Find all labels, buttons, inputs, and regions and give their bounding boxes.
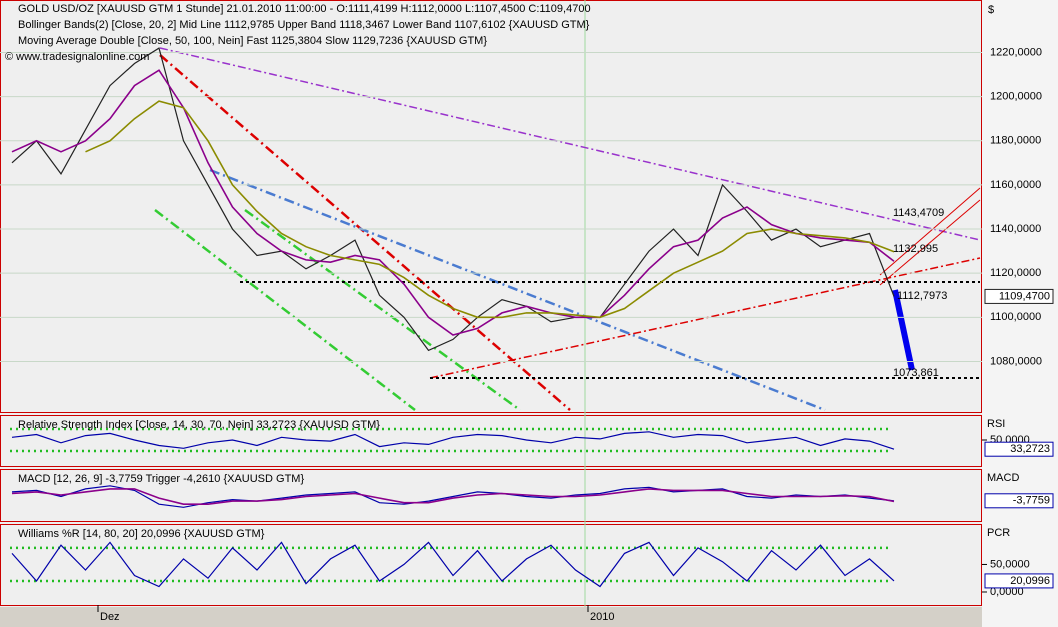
axis-background (982, 0, 1058, 627)
last-value-label: 33,2723 (1010, 443, 1050, 455)
trendline (154, 209, 416, 411)
annotation: 1112,7973 (897, 290, 947, 302)
y-tick-label: 1220,0000 (990, 46, 1042, 58)
pane-title: GOLD USD/OZ [XAUUSD GTM 1 Stunde] 21.01.… (18, 3, 591, 15)
last-value-label: 1109,4700 (999, 290, 1050, 302)
y-tick-label: 1160,0000 (990, 179, 1041, 191)
y-tick-label: 1100,0000 (990, 311, 1041, 323)
trendline (244, 208, 521, 412)
pane-border (0, 415, 982, 467)
pane-title: MACD [12, 26, 9] -3,7759 Trigger -4,2610… (18, 473, 304, 485)
y-tick-label: 1080,0000 (990, 355, 1042, 367)
plot-background (0, 0, 982, 607)
last-value-box (984, 573, 1054, 589)
pane-label: RSI (987, 418, 1005, 430)
series-line (11, 69, 895, 336)
y-tick-label: 1180,0000 (990, 135, 1041, 147)
pane-label: PCR (987, 527, 1010, 539)
pane-border (0, 524, 982, 606)
last-value-label: 20,0996 (1010, 575, 1050, 587)
channel-line (879, 187, 981, 276)
pane-subtitle: Moving Average Double [Close, 50, 100, N… (18, 35, 487, 47)
y-tick-label: 1140,0000 (990, 223, 1041, 235)
pane-border (0, 0, 982, 413)
last-value-label: -3,7759 (1013, 495, 1050, 507)
pane-title: Williams %R [14, 80, 20] 20,0996 {XAUUSD… (18, 528, 265, 540)
last-value-box (984, 493, 1054, 509)
pane-title: Relative Strength Index [Close, 14, 30, … (18, 419, 380, 431)
projection-arrow (892, 289, 915, 371)
annotation: 1073,861 (893, 367, 939, 379)
series-line (11, 541, 895, 588)
y-tick-label: 1200,0000 (990, 91, 1042, 103)
trendline (159, 47, 981, 241)
y-tick-label: 1120,0000 (990, 267, 1041, 279)
x-tick-label: Dez (100, 611, 120, 623)
annotation: 1132,995 (893, 243, 938, 255)
series-line (11, 431, 895, 450)
series-line (11, 488, 895, 505)
series-line (11, 47, 895, 352)
pane-subtitle: © www.tradesignalonline.com (5, 51, 149, 63)
pane-border (0, 469, 982, 522)
y-tick-label: 0,0000 (990, 586, 1024, 598)
last-value-box (984, 441, 1054, 457)
pane-subtitle: Bollinger Bands(2) [Close, 20, 2] Mid Li… (18, 19, 590, 31)
trendlines (154, 47, 981, 412)
channel-line (879, 199, 981, 286)
last-value-box (984, 288, 1054, 304)
x-tick-label: 2010 (590, 611, 614, 623)
series-line (85, 100, 895, 319)
annotation: 1143,4709 (893, 207, 944, 219)
series-line (11, 485, 895, 508)
pane-label: MACD (987, 472, 1019, 484)
axis-label: $ (988, 4, 994, 16)
y-tick-label: 50,0000 (990, 558, 1030, 570)
